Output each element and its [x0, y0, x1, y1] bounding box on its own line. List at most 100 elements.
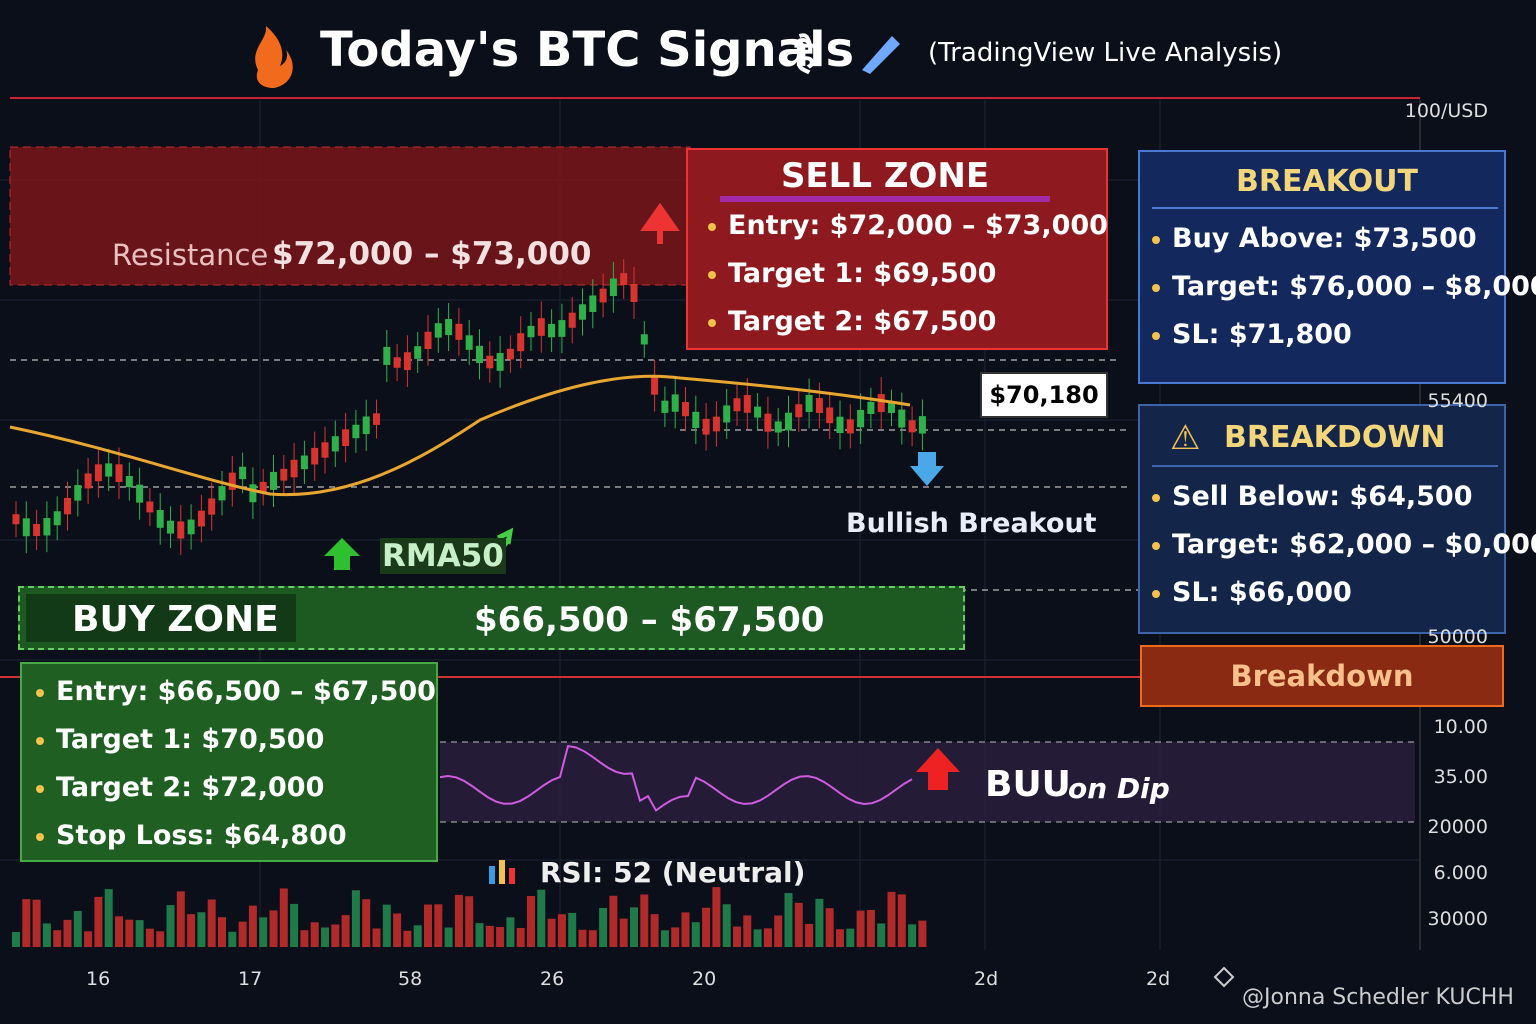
ma-label: RMA50 — [380, 538, 506, 574]
candle-body — [898, 409, 906, 428]
sell-zone-panel: SELL ZONE Entry: $72,000 – $73,000 Target… — [686, 148, 1108, 350]
volume-bar — [825, 908, 834, 947]
resistance-range: $72,000 – $73,000 — [272, 236, 592, 272]
candles — [12, 259, 926, 556]
candle-body — [908, 420, 916, 433]
volume-bar — [248, 905, 257, 947]
candle-body — [22, 518, 30, 537]
dip-arrow — [916, 748, 960, 790]
rsi-icon — [489, 860, 515, 884]
volume-bar — [310, 922, 319, 947]
candle-body — [270, 471, 277, 490]
down-arrow-blue — [910, 452, 944, 486]
title-suffix: है — [795, 33, 816, 77]
price-tag: $70,180 — [980, 372, 1108, 418]
candle-body — [568, 312, 576, 328]
list-item: Target 1: $70,500 — [36, 716, 436, 764]
volume-bar — [784, 893, 793, 947]
volume-bar — [918, 920, 927, 947]
volume-bar — [743, 915, 752, 947]
volume-bar — [815, 898, 824, 947]
volume-bar — [763, 928, 772, 947]
volume-bar — [691, 922, 700, 947]
candle-body — [836, 416, 844, 434]
candle-body — [692, 411, 700, 429]
rsi-line — [439, 744, 913, 812]
candle-body — [218, 486, 226, 501]
volume-bar — [300, 930, 309, 947]
rsi-band — [440, 742, 1415, 822]
volume-bar — [454, 894, 463, 947]
candle-body — [826, 407, 834, 424]
volume-bar — [73, 910, 82, 947]
volume-bar — [218, 917, 226, 947]
list-item: Target 2: $72,000 — [36, 764, 436, 812]
list-item: SL: $71,800 — [1152, 311, 1504, 359]
volume-bar — [341, 915, 350, 947]
list-item: Entry: $66,500 – $67,500 — [36, 668, 436, 716]
volume-bar — [104, 889, 113, 947]
candle-body — [290, 459, 298, 478]
candle-body — [455, 323, 463, 340]
buy-zone-list: Entry: $66,500 – $67,500 Target 1: $70,50… — [36, 668, 436, 860]
candle-body — [682, 402, 689, 417]
volume-bar — [557, 914, 566, 947]
list-item: Buy Above: $73,500 — [1152, 215, 1504, 263]
volume-bar — [866, 909, 875, 947]
candle-body — [527, 325, 535, 338]
sell-zone-list: Entry: $72,000 – $73,000 Target 1: $69,50… — [708, 202, 1108, 346]
list-item: Target: $76,000 – $8,000 — [1152, 263, 1536, 311]
volume-bar — [516, 928, 525, 947]
candle-body — [733, 398, 741, 412]
candle-body — [414, 346, 422, 359]
title: Today's BTC Signals — [320, 22, 855, 78]
candle-body — [393, 357, 401, 368]
rsi-label: RSI: 52 (Neutral) — [540, 856, 806, 889]
volume-bar — [351, 890, 360, 947]
volume-bar — [362, 899, 371, 947]
volume-bar — [650, 914, 659, 947]
time-axis-label: 17 — [238, 968, 263, 990]
volume-bar — [671, 927, 680, 947]
volume-bar — [908, 924, 917, 947]
volume-bar — [176, 891, 185, 947]
breakdown-panel: BREAKDOWN Sell Below: $64,500 Target: $62… — [1138, 404, 1536, 634]
list-item: Target: $62,000 – $0,000 — [1152, 521, 1536, 569]
volume-bar — [465, 896, 474, 947]
volume-bar — [681, 912, 690, 947]
volume-bar — [475, 923, 484, 947]
volume-bar — [12, 932, 20, 947]
volume-bar — [63, 919, 72, 947]
candle-body — [846, 419, 854, 434]
volume-bar — [434, 904, 443, 947]
time-axis-label: 16 — [86, 968, 111, 990]
volume-bar — [702, 907, 711, 947]
candle-body — [785, 412, 792, 431]
candle-body — [537, 318, 545, 336]
volume-bar — [279, 888, 288, 947]
breakdown-title: BREAKDOWN — [1152, 420, 1498, 467]
time-axis-label: 2d — [1146, 968, 1171, 990]
list-item: Stop Loss: $64,800 — [36, 812, 436, 860]
volume-bar — [125, 919, 134, 947]
volume-bar — [290, 903, 299, 947]
candle-body — [888, 402, 895, 413]
volume-bar — [94, 896, 103, 947]
candle-body — [723, 405, 731, 423]
buy-zone-title: BUY ZONE — [26, 594, 296, 642]
candle-body — [795, 404, 803, 418]
list-item: Target 1: $69,500 — [708, 250, 1106, 298]
up-arrow-green — [324, 538, 360, 570]
breakdown-list: Sell Below: $64,500 Target: $62,000 – $0,… — [1152, 473, 1536, 617]
volume-bar — [630, 907, 638, 947]
candle-body — [877, 394, 885, 412]
list-item: Entry: $72,000 – $73,000 — [708, 202, 1108, 250]
candle-body — [548, 323, 556, 338]
volume-bar — [331, 924, 340, 947]
breakdown-button[interactable]: Breakdown — [1140, 645, 1504, 707]
candle-body — [125, 475, 133, 488]
candle-body — [12, 514, 20, 525]
buy-dip-tail: on Dip — [1068, 772, 1170, 805]
candle-body — [156, 510, 164, 528]
volume-bar — [145, 928, 154, 947]
